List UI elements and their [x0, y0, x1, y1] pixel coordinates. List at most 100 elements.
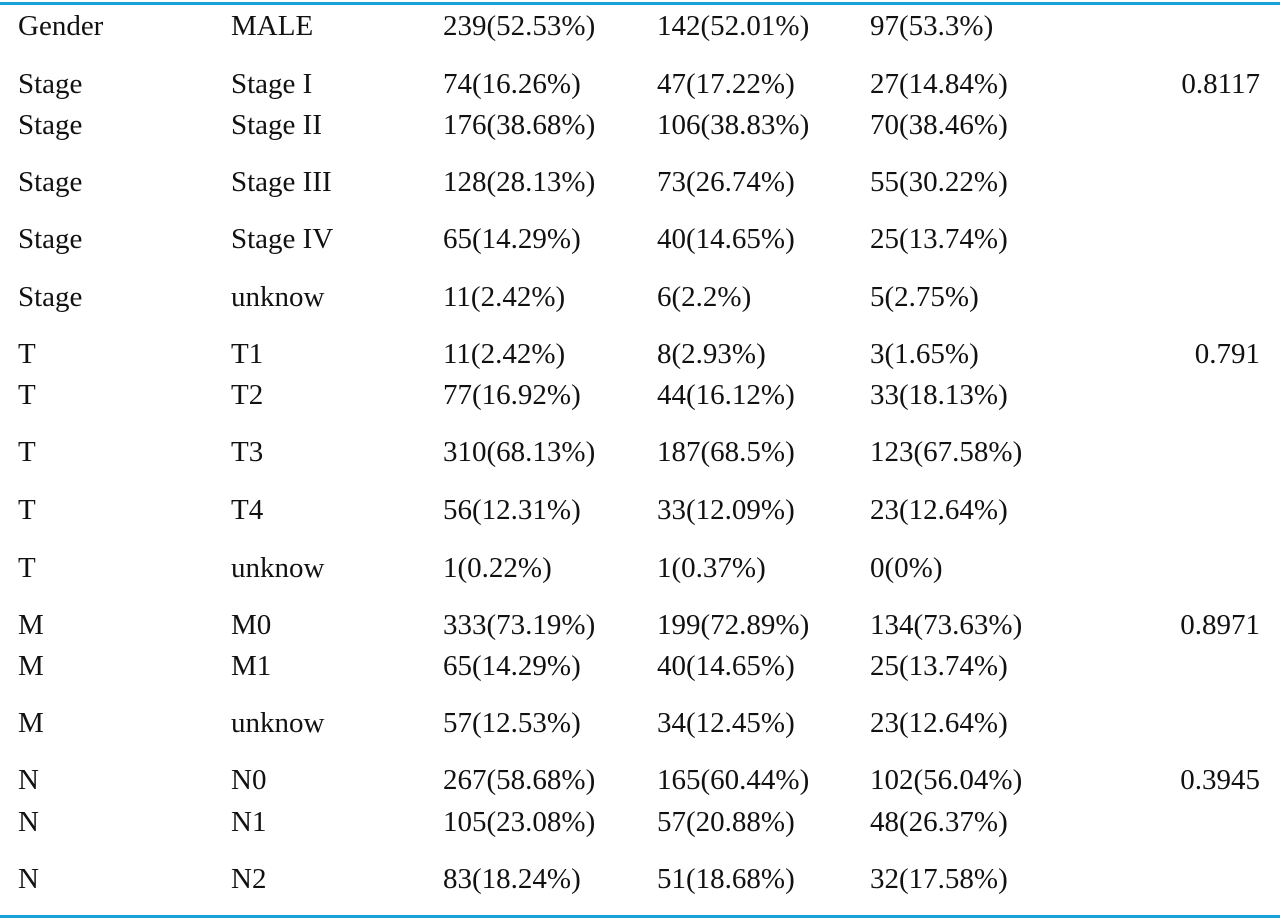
- level-cell: Stage II: [231, 109, 322, 141]
- level-cell: M0: [231, 609, 272, 641]
- table-row: M M1 65(14.29%) 40(14.65%) 25(13.74%): [0, 646, 1280, 686]
- variable-cell: N: [18, 863, 39, 895]
- group1-count-cell: 165(60.44%): [657, 764, 810, 796]
- table-top-rule: [0, 2, 1280, 5]
- level-cell: N0: [231, 764, 267, 796]
- variable-cell: Stage: [18, 68, 83, 100]
- group1-count-cell: 1(0.37%): [657, 552, 766, 584]
- table-row: T T3 310(68.13%) 187(68.5%) 123(67.58%): [0, 432, 1280, 472]
- p-value-cell: 0.8117: [1181, 68, 1260, 100]
- variable-cell: Gender: [18, 10, 104, 42]
- variable-cell: N: [18, 806, 39, 838]
- table-row: Stage Stage IV 65(14.29%) 40(14.65%) 25(13.7…: [0, 219, 1280, 259]
- p-value-cell: 0.8971: [1180, 609, 1260, 641]
- group2-count-cell: 70(38.46%): [870, 109, 1008, 141]
- group2-count-cell: 25(13.74%): [870, 223, 1008, 255]
- group2-count-cell: 102(56.04%): [870, 764, 1023, 796]
- total-count-cell: 74(16.26%): [443, 68, 581, 100]
- group1-count-cell: 142(52.01%): [657, 10, 810, 42]
- group2-count-cell: 134(73.63%): [870, 609, 1023, 641]
- total-count-cell: 333(73.19%): [443, 609, 596, 641]
- group1-count-cell: 106(38.83%): [657, 109, 810, 141]
- group2-count-cell: 23(12.64%): [870, 494, 1008, 526]
- variable-cell: M: [18, 650, 44, 682]
- group1-count-cell: 8(2.93%): [657, 338, 766, 370]
- group2-count-cell: 5(2.75%): [870, 281, 979, 313]
- variable-cell: T: [18, 552, 36, 584]
- group1-count-cell: 34(12.45%): [657, 707, 795, 739]
- group2-count-cell: 23(12.64%): [870, 707, 1008, 739]
- level-cell: Stage I: [231, 68, 313, 100]
- group2-count-cell: 27(14.84%): [870, 68, 1008, 100]
- group2-count-cell: 55(30.22%): [870, 166, 1008, 198]
- variable-cell: M: [18, 707, 44, 739]
- total-count-cell: 65(14.29%): [443, 223, 581, 255]
- group1-count-cell: 199(72.89%): [657, 609, 810, 641]
- table-row: Stage Stage II 176(38.68%) 106(38.83%) 70(38…: [0, 105, 1280, 145]
- group1-count-cell: 40(14.65%): [657, 650, 795, 682]
- level-cell: N2: [231, 863, 267, 895]
- group1-count-cell: 47(17.22%): [657, 68, 795, 100]
- total-count-cell: 239(52.53%): [443, 10, 596, 42]
- table-row: M M0 333(73.19%) 199(72.89%) 134(73.63%) 0.89…: [0, 605, 1280, 645]
- total-count-cell: 56(12.31%): [443, 494, 581, 526]
- group1-count-cell: 33(12.09%): [657, 494, 795, 526]
- total-count-cell: 105(23.08%): [443, 806, 596, 838]
- variable-cell: Stage: [18, 109, 83, 141]
- total-count-cell: 77(16.92%): [443, 379, 581, 411]
- level-cell: N1: [231, 806, 267, 838]
- table-row: N N2 83(18.24%) 51(18.68%) 32(17.58%): [0, 859, 1280, 899]
- total-count-cell: 128(28.13%): [443, 166, 596, 198]
- level-cell: M1: [231, 650, 272, 682]
- total-count-cell: 57(12.53%): [443, 707, 581, 739]
- total-count-cell: 176(38.68%): [443, 109, 596, 141]
- total-count-cell: 11(2.42%): [443, 281, 566, 313]
- group1-count-cell: 73(26.74%): [657, 166, 795, 198]
- table-row: Gender MALE 239(52.53%) 142(52.01%) 97(53.3%…: [0, 6, 1280, 46]
- total-count-cell: 11(2.42%): [443, 338, 566, 370]
- variable-cell: T: [18, 494, 36, 526]
- p-value-cell: 0.791: [1194, 338, 1260, 370]
- total-count-cell: 310(68.13%): [443, 436, 596, 468]
- variable-cell: Stage: [18, 281, 83, 313]
- group1-count-cell: 57(20.88%): [657, 806, 795, 838]
- total-count-cell: 267(58.68%): [443, 764, 596, 796]
- level-cell: T2: [231, 379, 264, 411]
- table-row: T T2 77(16.92%) 44(16.12%) 33(18.13%): [0, 375, 1280, 415]
- level-cell: MALE: [231, 10, 314, 42]
- group2-count-cell: 123(67.58%): [870, 436, 1023, 468]
- total-count-cell: 1(0.22%): [443, 552, 552, 584]
- group2-count-cell: 32(17.58%): [870, 863, 1008, 895]
- level-cell: T1: [231, 338, 264, 370]
- group2-count-cell: 0(0%): [870, 552, 943, 584]
- level-cell: T3: [231, 436, 264, 468]
- variable-cell: Stage: [18, 223, 83, 255]
- variable-cell: T: [18, 379, 36, 411]
- group2-count-cell: 3(1.65%): [870, 338, 979, 370]
- group2-count-cell: 48(26.37%): [870, 806, 1008, 838]
- level-cell: unknow: [231, 707, 325, 739]
- table-row: N N1 105(23.08%) 57(20.88%) 48(26.37%): [0, 802, 1280, 842]
- table-row: Stage Stage III 128(28.13%) 73(26.74%) 55(30…: [0, 162, 1280, 202]
- group1-count-cell: 6(2.2%): [657, 281, 752, 313]
- table-bottom-rule: [0, 915, 1280, 918]
- level-cell: Stage III: [231, 166, 332, 198]
- table-row: Stage Stage I 74(16.26%) 47(17.22%) 27(14.84…: [0, 64, 1280, 104]
- table-row: T T4 56(12.31%) 33(12.09%) 23(12.64%): [0, 490, 1280, 530]
- group2-count-cell: 25(13.74%): [870, 650, 1008, 682]
- level-cell: Stage IV: [231, 223, 334, 255]
- table-row: N N0 267(58.68%) 165(60.44%) 102(56.04%) 0.39…: [0, 760, 1280, 800]
- group2-count-cell: 97(53.3%): [870, 10, 994, 42]
- level-cell: T4: [231, 494, 264, 526]
- total-count-cell: 65(14.29%): [443, 650, 581, 682]
- group1-count-cell: 51(18.68%): [657, 863, 795, 895]
- variable-cell: Stage: [18, 166, 83, 198]
- variable-cell: M: [18, 609, 44, 641]
- variable-cell: N: [18, 764, 39, 796]
- group1-count-cell: 187(68.5%): [657, 436, 795, 468]
- level-cell: unknow: [231, 281, 325, 313]
- table-row: Stage unknow 11(2.42%) 6(2.2%) 5(2.75%): [0, 277, 1280, 317]
- group1-count-cell: 44(16.12%): [657, 379, 795, 411]
